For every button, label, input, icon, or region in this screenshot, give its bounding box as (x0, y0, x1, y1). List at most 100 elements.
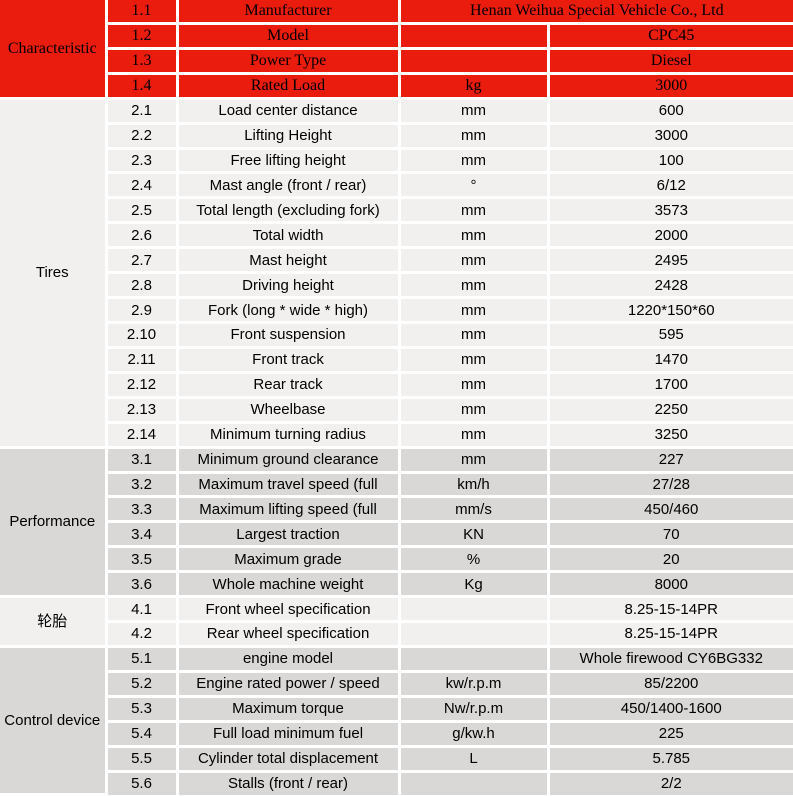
unit-cell: g/kw.h (399, 721, 550, 748)
param-name-cell: Total length (excluding fork) (177, 197, 401, 225)
value-cell: 2428 (548, 272, 793, 300)
row-number-cell: 2.8 (106, 272, 179, 300)
table-row: 2.10 Front suspension mm 595 (0, 322, 793, 349)
param-name-cell: Whole machine weight (177, 571, 401, 599)
row-number-cell: 2.4 (106, 172, 179, 200)
unit-cell: L (399, 746, 550, 773)
row-number-cell: 2.11 (106, 347, 179, 374)
param-name-cell: Largest traction (177, 521, 401, 549)
value-cell: 70 (548, 521, 793, 549)
param-name-cell: Rear wheel specification (177, 621, 401, 648)
unit-cell: km/h (399, 472, 550, 499)
unit-cell (399, 48, 550, 75)
table-row: Tires 2.1 Load center distance mm 600 (0, 98, 793, 449)
row-number-cell: 1.1 (106, 0, 179, 25)
param-name-cell: Maximum travel speed (full (177, 472, 401, 499)
table-row: 2.11 Front track mm 1470 (0, 347, 793, 374)
row-number-cell: 3.2 (106, 472, 179, 499)
unit-cell: KN (399, 521, 550, 549)
row-number-cell: 1.3 (106, 48, 179, 75)
table-row: 5.2 Engine rated power / speed kw/r.p.m … (0, 671, 793, 698)
param-name-cell: Maximum lifting speed (full (177, 496, 401, 524)
row-number-cell: 3.5 (106, 546, 179, 574)
param-name-cell: Fork (long * wide * high) (177, 297, 401, 324)
table-row: 5.6 Stalls (front / rear) 2/2 (0, 771, 793, 795)
row-number-cell: 1.2 (106, 23, 179, 50)
table-row: Control device 5.1 engine model Whole fi… (0, 646, 793, 796)
param-name-cell: Free lifting height (177, 148, 401, 175)
unit-cell (399, 771, 550, 795)
value-cell: 2250 (548, 397, 793, 424)
table-row: 1.2 Model CPC45 (0, 23, 793, 50)
unit-cell: mm (399, 297, 550, 324)
value-cell: 8000 (548, 571, 793, 599)
table-row: 5.4 Full load minimum fuel g/kw.h 225 (0, 721, 793, 748)
table-row: 4.2 Rear wheel specification 8.25-15-14P… (0, 621, 793, 648)
value-cell: 100 (548, 148, 793, 175)
value-cell: 2/2 (548, 771, 793, 795)
value-cell: 450/1400-1600 (548, 696, 793, 723)
value-cell: 8.25-15-14PR (548, 596, 793, 624)
row-number-cell: 4.2 (106, 621, 179, 648)
param-name-cell: Full load minimum fuel (177, 721, 401, 748)
category-cell-performance: Performance (0, 447, 108, 599)
row-number-cell: 2.3 (106, 148, 179, 175)
param-name-cell: Rear track (177, 372, 401, 399)
table-row: 1.4 Rated Load kg 3000 (0, 73, 793, 100)
param-name-cell: Maximum torque (177, 696, 401, 723)
category-cell-control-device: Control device (0, 646, 108, 796)
param-name-cell: Mast height (177, 247, 401, 275)
param-name-cell: Power Type (177, 48, 401, 75)
category-cell-tires: Tires (0, 98, 108, 449)
value-cell: Henan Weihua Special Vehicle Co., Ltd (399, 0, 793, 25)
value-cell: 1470 (548, 347, 793, 374)
row-number-cell: 2.13 (106, 397, 179, 424)
table-row: 3.4 Largest traction KN 70 (0, 521, 793, 549)
param-name-cell: Model (177, 23, 401, 50)
table-row: 2.13 Wheelbase mm 2250 (0, 397, 793, 424)
value-cell: Whole firewood CY6BG332 (548, 646, 793, 673)
value-cell: 3250 (548, 422, 793, 449)
param-name-cell: Front wheel specification (177, 596, 401, 624)
row-number-cell: 3.4 (106, 521, 179, 549)
row-number-cell: 3.6 (106, 571, 179, 599)
param-name-cell: Driving height (177, 272, 401, 300)
table-row: 1.3 Power Type Diesel (0, 48, 793, 75)
table-row: 3.3 Maximum lifting speed (full mm/s 450… (0, 496, 793, 524)
unit-cell: kg (399, 73, 550, 100)
row-number-cell: 2.1 (106, 98, 179, 125)
table-row: 2.9 Fork (long * wide * high) mm 1220*15… (0, 297, 793, 324)
unit-cell: % (399, 546, 550, 574)
unit-cell: mm (399, 447, 550, 474)
param-name-cell: Minimum turning radius (177, 422, 401, 449)
unit-cell: mm (399, 347, 550, 374)
unit-cell: kw/r.p.m (399, 671, 550, 698)
row-number-cell: 1.4 (106, 73, 179, 100)
value-cell: 3573 (548, 197, 793, 225)
value-cell: 3000 (548, 73, 793, 100)
row-number-cell: 2.7 (106, 247, 179, 275)
param-name-cell: engine model (177, 646, 401, 673)
unit-cell: mm (399, 272, 550, 300)
value-cell: 227 (548, 447, 793, 474)
row-number-cell: 5.4 (106, 721, 179, 748)
param-name-cell: Cylinder total displacement (177, 746, 401, 773)
table-row: 2.4 Mast angle (front / rear) ° 6/12 (0, 172, 793, 200)
table-row: 3.2 Maximum travel speed (full km/h 27/2… (0, 472, 793, 499)
unit-cell: mm (399, 322, 550, 349)
unit-cell: mm (399, 372, 550, 399)
unit-cell (399, 621, 550, 648)
table-row: 2.2 Lifting Height mm 3000 (0, 123, 793, 150)
table-row: 2.12 Rear track mm 1700 (0, 372, 793, 399)
unit-cell: mm (399, 98, 550, 125)
row-number-cell: 5.3 (106, 696, 179, 723)
table-row: 3.5 Maximum grade % 20 (0, 546, 793, 574)
table-row: 2.5 Total length (excluding fork) mm 357… (0, 197, 793, 225)
value-cell: 1700 (548, 372, 793, 399)
value-cell: 450/460 (548, 496, 793, 524)
value-cell: 5.785 (548, 746, 793, 773)
param-name-cell: Load center distance (177, 98, 401, 125)
value-cell: 595 (548, 322, 793, 349)
table-row: 轮胎 4.1 Front wheel specification 8.25-15… (0, 596, 793, 648)
row-number-cell: 2.2 (106, 123, 179, 150)
